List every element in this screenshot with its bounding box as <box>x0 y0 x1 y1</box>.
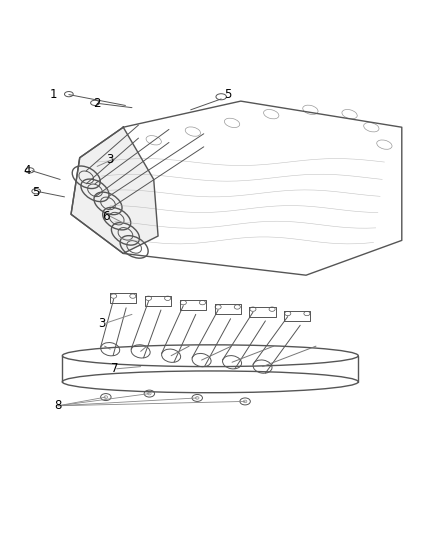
Text: 8: 8 <box>54 399 62 412</box>
Text: 1: 1 <box>50 88 57 101</box>
Text: 3: 3 <box>106 154 114 166</box>
Polygon shape <box>71 127 158 254</box>
Text: 5: 5 <box>224 88 231 101</box>
Text: 4: 4 <box>24 164 31 177</box>
Text: 2: 2 <box>93 97 101 110</box>
Text: 3: 3 <box>98 317 105 329</box>
Text: 5: 5 <box>32 186 40 199</box>
Text: 6: 6 <box>102 210 110 223</box>
Text: 7: 7 <box>111 362 118 375</box>
